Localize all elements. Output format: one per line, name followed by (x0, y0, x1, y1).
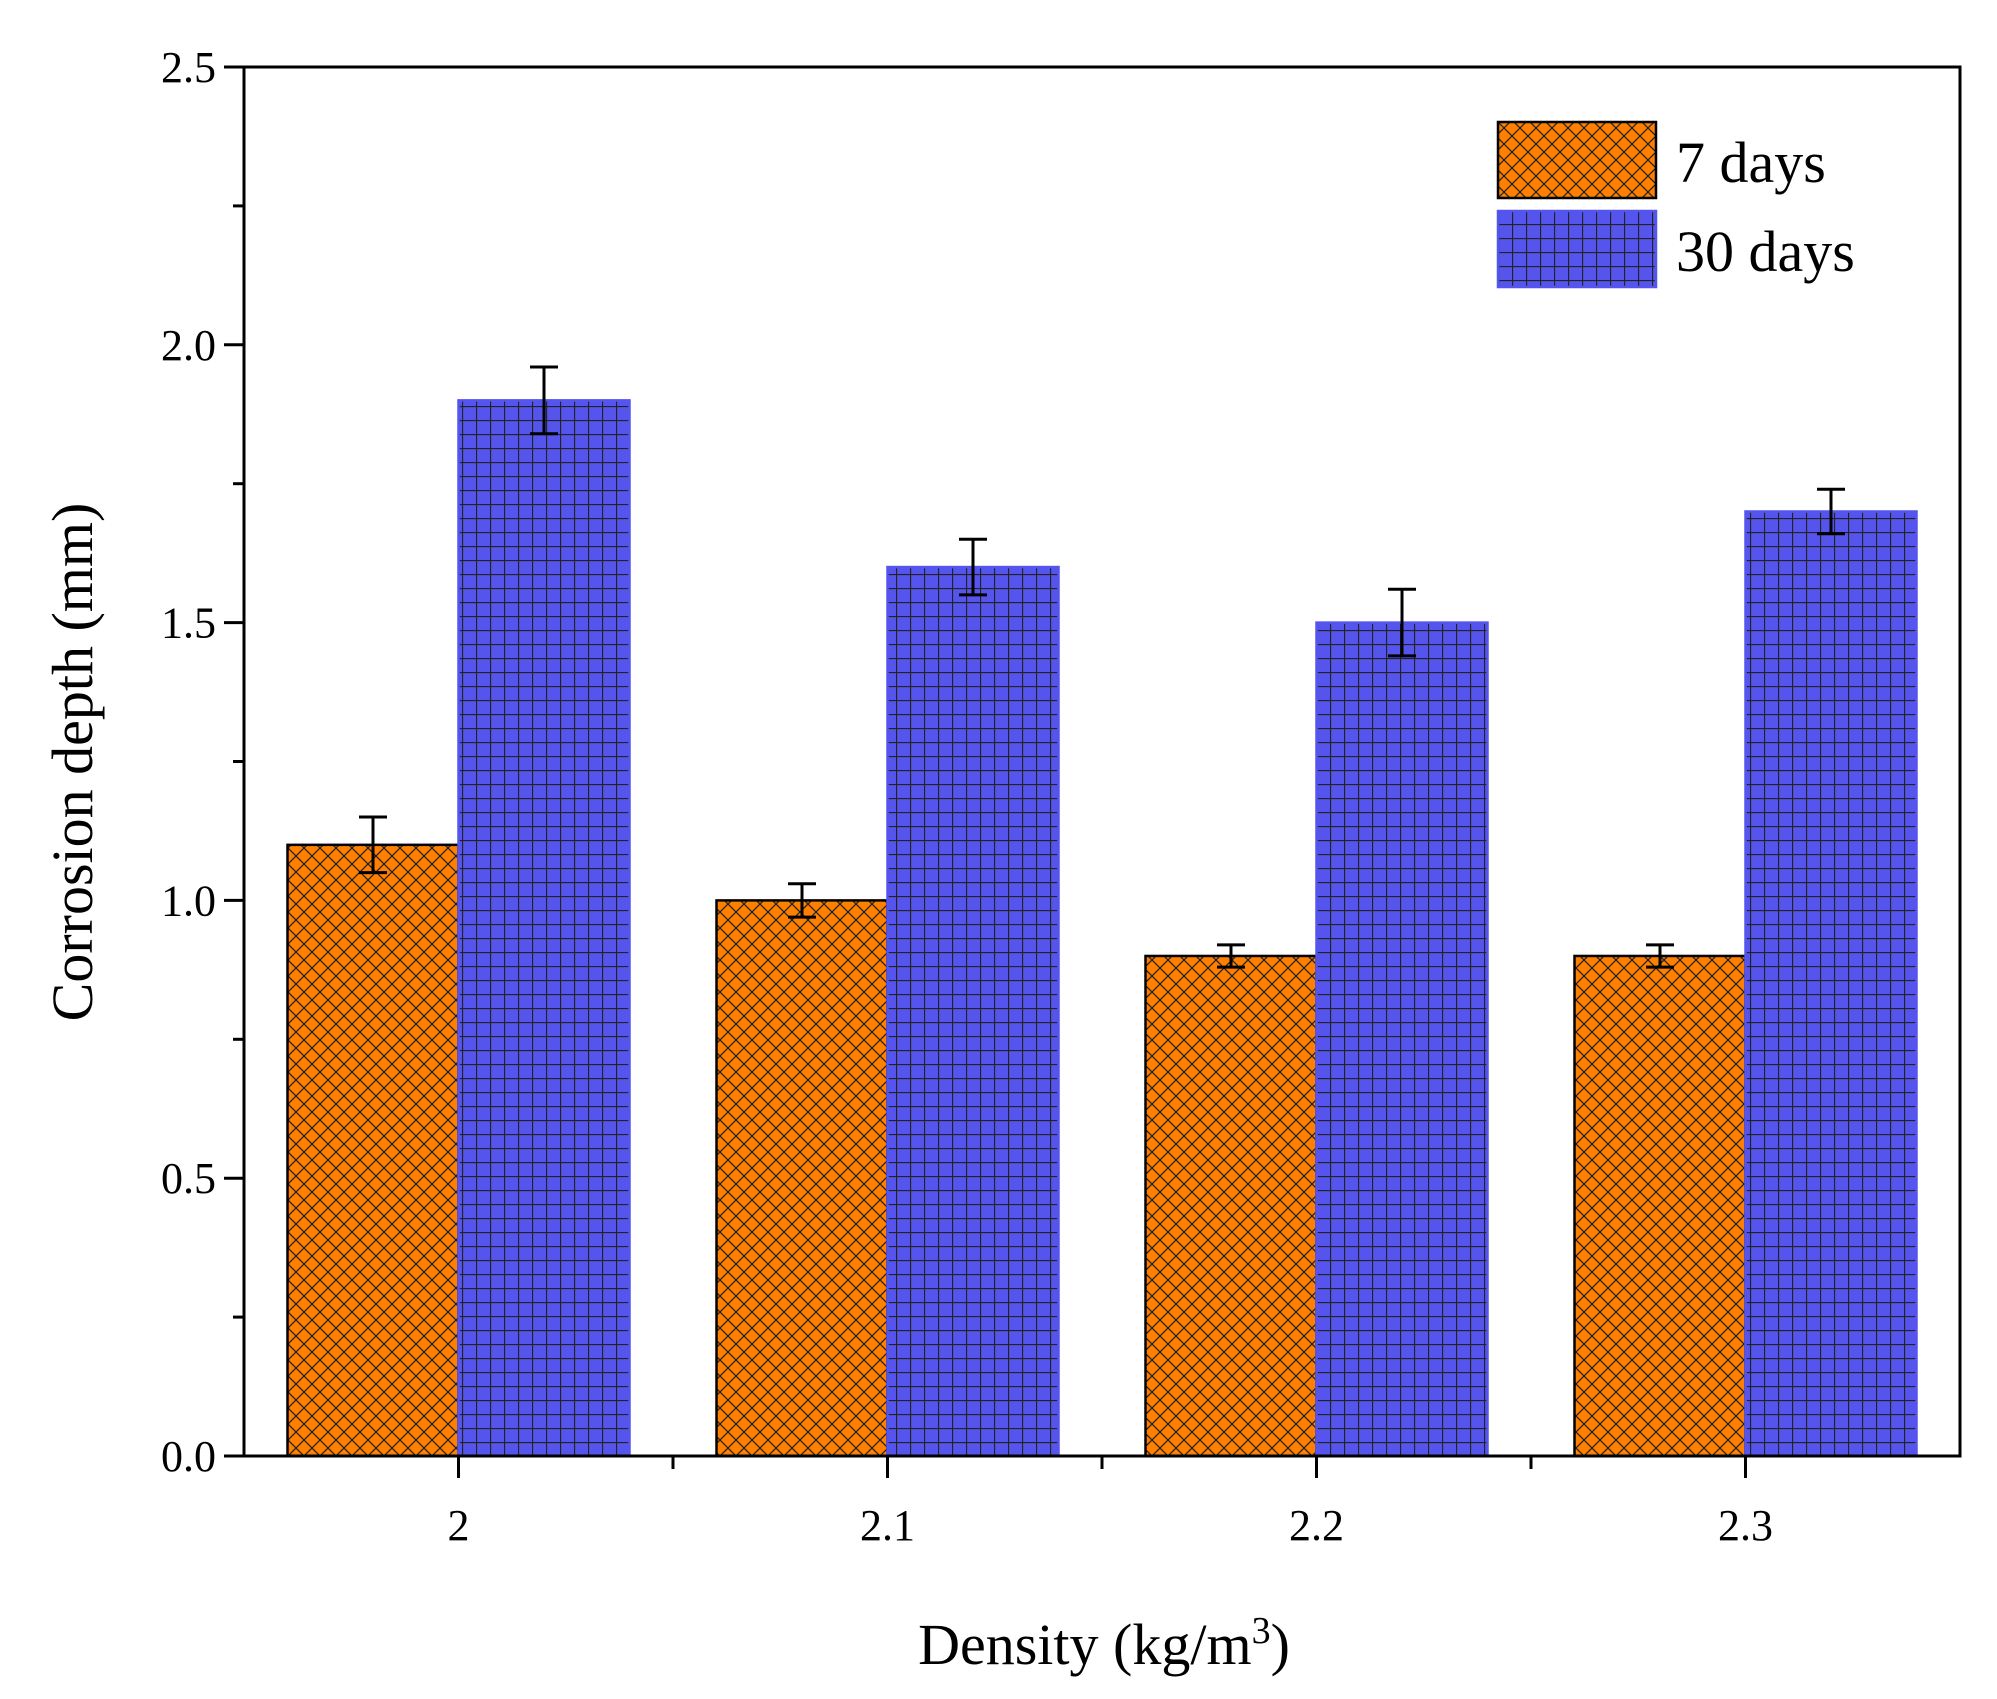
x-axis-title-close: ) (1271, 1612, 1290, 1677)
x-tick-label: 2.3 (1718, 1501, 1773, 1550)
error-bar (359, 815, 387, 875)
y-tick-label: 1.0 (161, 876, 216, 925)
x-tick-label: 2.2 (1289, 1501, 1344, 1550)
error-bar (1817, 487, 1845, 536)
error-bar (1217, 943, 1245, 969)
legend-label-7-days: 7 days (1676, 130, 1826, 195)
error-bar (959, 537, 987, 597)
bar-7-days-2.1 (715, 899, 889, 1458)
x-axis-title-main: Density (kg/m (918, 1612, 1251, 1677)
bar-30-days-2 (457, 399, 631, 1458)
y-tick-label: 1.5 (161, 599, 216, 648)
legend-label-30-days: 30 days (1676, 219, 1855, 284)
y-tick-label: 0.5 (161, 1154, 216, 1203)
error-bar (788, 882, 816, 919)
y-axis: 0.0 0.5 1.0 1.5 2.0 2.5 (161, 43, 244, 1481)
bar-30-days-2.2 (1315, 621, 1489, 1458)
y-axis-title: Corrosion depth (mm) (40, 503, 105, 1022)
bar-7-days-2 (286, 843, 460, 1458)
legend: 7 days 30 days (1496, 120, 1855, 289)
legend-swatch-7-days (1496, 120, 1658, 200)
y-tick-label: 0.0 (161, 1432, 216, 1481)
error-bar (530, 365, 558, 436)
y-tick-label: 2.5 (161, 43, 216, 92)
error-bars-layer (359, 365, 1845, 969)
bar-30-days-2.3 (1744, 510, 1918, 1458)
bar-30-days-2.1 (886, 565, 1060, 1458)
legend-swatch-30-days (1496, 209, 1658, 289)
bar-7-days-2.2 (1144, 954, 1318, 1458)
x-tick-label: 2.1 (860, 1501, 915, 1550)
x-axis-title-superscript: 3 (1252, 1610, 1271, 1652)
y-tick-label: 2.0 (161, 321, 216, 370)
error-bar (1646, 943, 1674, 969)
bars-layer (286, 399, 1918, 1458)
x-axis: 2 2.1 2.2 2.3 (448, 1456, 1773, 1550)
x-axis-title: Density (kg/m3) (918, 1610, 1290, 1677)
error-bar (1388, 587, 1416, 658)
x-tick-label: 2 (448, 1501, 470, 1550)
bar-7-days-2.3 (1573, 954, 1747, 1458)
